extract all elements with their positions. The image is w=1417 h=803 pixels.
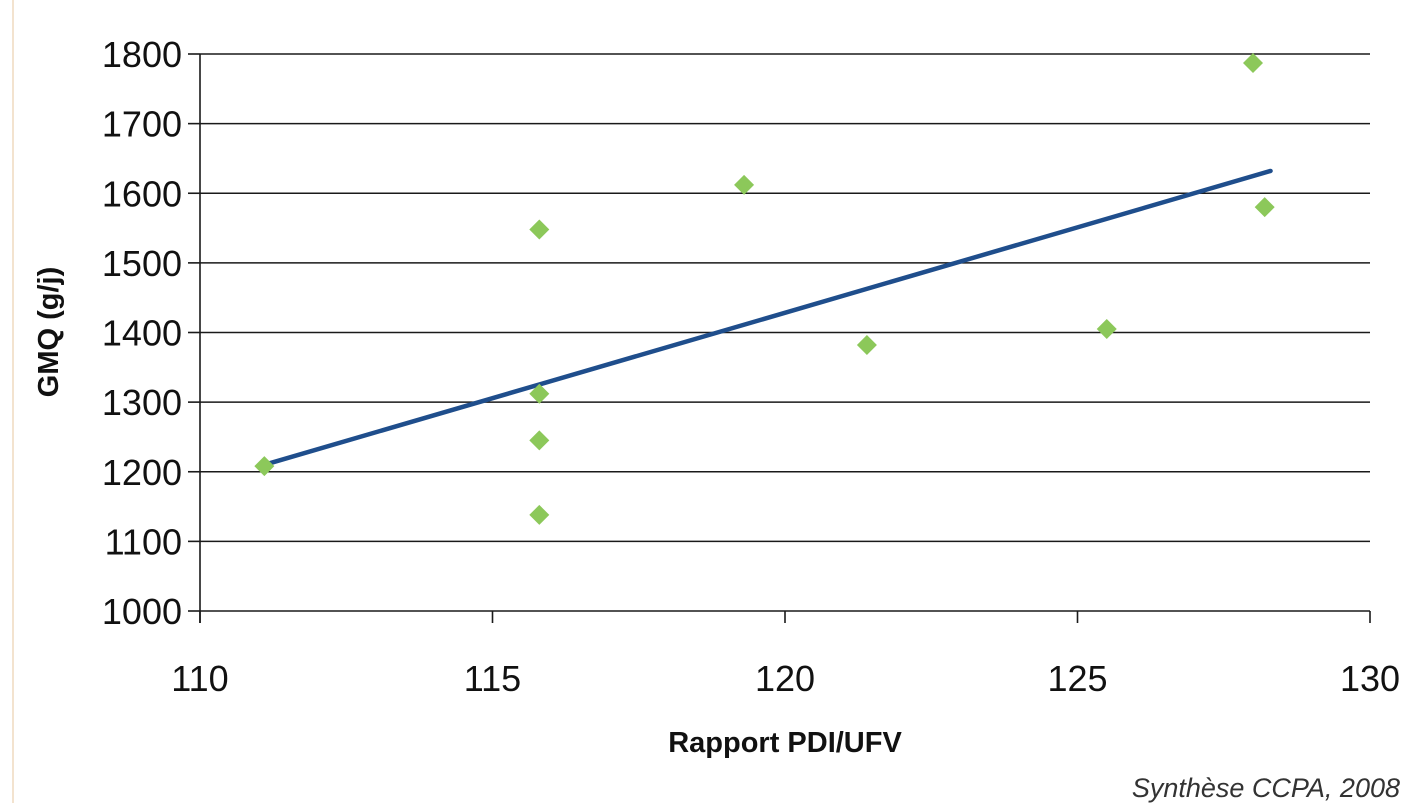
y-tick-label: 1600 — [102, 173, 182, 214]
x-tick-label: 110 — [171, 658, 228, 699]
source-caption: Synthèse CCPA, 2008 — [1132, 773, 1400, 803]
axes — [188, 53, 1371, 623]
trendline-group — [262, 168, 1273, 468]
x-tick-label: 115 — [464, 658, 521, 699]
data-point — [856, 335, 877, 356]
data-point — [529, 219, 550, 240]
data-point — [1254, 197, 1275, 218]
y-tick-label: 1700 — [102, 104, 182, 145]
data-point — [734, 174, 755, 195]
data-point — [529, 430, 550, 451]
y-tick-label: 1800 — [102, 34, 182, 75]
data-point — [1096, 319, 1117, 340]
x-axis-title: Rapport PDI/UFV — [668, 727, 902, 759]
y-tick-label: 1300 — [102, 382, 182, 423]
x-tick-label: 120 — [755, 658, 815, 699]
data-points — [254, 53, 1275, 525]
x-tick-label: 130 — [1340, 658, 1400, 699]
data-point — [254, 456, 275, 477]
data-point — [1243, 53, 1263, 74]
y-axis-title: GMQ (g/j) — [33, 267, 65, 397]
y-tick-label: 1000 — [102, 591, 182, 632]
x-tick-labels: 110 115 120 125 130 — [171, 658, 1400, 699]
y-tick-labels: 1000 1100 1200 1300 1400 1500 1600 1700 1800 — [102, 34, 182, 632]
y-tick-label: 1400 — [102, 313, 182, 354]
y-tick-label: 1200 — [102, 452, 182, 493]
trendline — [262, 168, 1273, 468]
x-tick-label: 125 — [1047, 658, 1107, 699]
y-tick-label: 1500 — [102, 243, 182, 284]
y-tick-label: 1100 — [105, 521, 182, 562]
data-point — [529, 504, 550, 525]
data-point — [529, 383, 550, 404]
